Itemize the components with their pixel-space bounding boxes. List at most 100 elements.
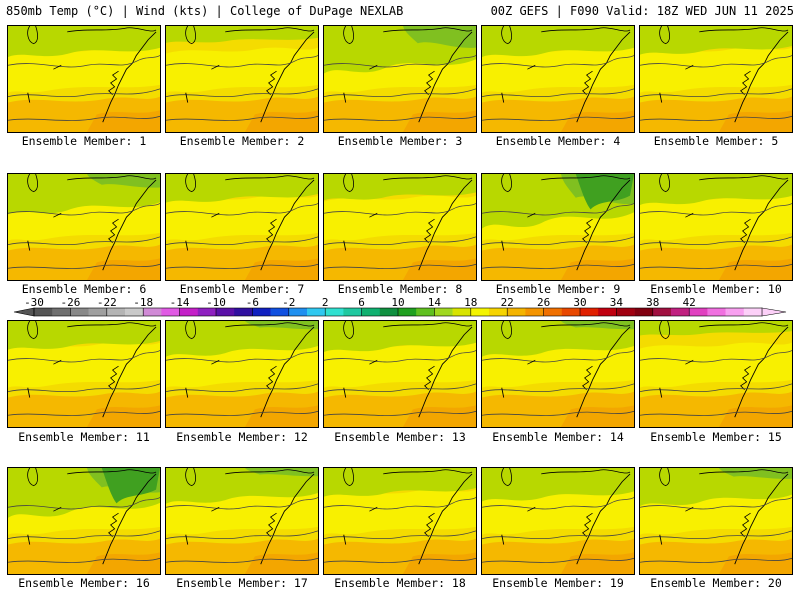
ensemble-member-label: Ensemble Member: 14: [492, 430, 624, 444]
colorbar-segment: [543, 308, 563, 316]
ensemble-member-map: [165, 320, 319, 428]
ensemble-member-map: [323, 173, 477, 281]
colorbar-segment: [598, 308, 617, 316]
colorbar-tick-label: -2: [282, 296, 295, 309]
colorbar-segment: [561, 308, 581, 316]
ensemble-member-label: Ensemble Member: 6: [21, 282, 147, 296]
colorbar-tick-label: 10: [391, 296, 404, 309]
colorbar-segment: [689, 308, 708, 316]
ensemble-member-map: [7, 467, 161, 575]
colorbar-tick-label: -30: [24, 296, 44, 309]
ensemble-member-label: Ensemble Member: 3: [337, 134, 463, 148]
colorbar-tick-label: -22: [97, 296, 117, 309]
colorbar-segment: [70, 308, 89, 316]
ensemble-member-map: [7, 320, 161, 428]
colorbar-segment: [106, 308, 126, 316]
colorbar-segment: [161, 308, 180, 316]
ensemble-member-label: Ensemble Member: 4: [495, 134, 621, 148]
colorbar-segment: [634, 308, 654, 316]
ensemble-member-label: Ensemble Member: 16: [18, 576, 150, 590]
ensemble-member-label: Ensemble Member: 10: [650, 282, 782, 296]
ensemble-member-map: [323, 467, 477, 575]
ensemble-member-label: Ensemble Member: 2: [179, 134, 305, 148]
colorbar-segment: [288, 308, 308, 316]
colorbar-segment: [270, 308, 290, 316]
colorbar-segment: [325, 308, 344, 316]
ensemble-member-map: [639, 173, 793, 281]
colorbar-tick-label: 38: [646, 296, 659, 309]
colorbar-segment: [252, 308, 271, 316]
colorbar-segment: [398, 308, 417, 316]
colorbar-tick-label: 30: [573, 296, 586, 309]
colorbar-segment: [507, 308, 526, 316]
ensemble-member-label: Ensemble Member: 19: [492, 576, 624, 590]
colorbar-segment: [34, 308, 53, 316]
colorbar-tick-label: 6: [358, 296, 365, 309]
colorbar-tick-label: -26: [60, 296, 80, 309]
colorbar-segment: [52, 308, 71, 316]
ensemble-member-map: [481, 467, 635, 575]
colorbar-tick-label: 42: [683, 296, 696, 309]
colorbar-segment: [489, 308, 508, 316]
ensemble-member-map: [639, 25, 793, 133]
map-title: 850mb Temp (°C) | Wind (kts) | College o…: [6, 4, 404, 18]
colorbar-graphic: -30 -26 -22 -18 -14 -10 -6 -2 2 6 10 14 18 22 26 30 34 38…: [13, 296, 787, 317]
colorbar-segment: [725, 308, 745, 316]
ensemble-member-map: [481, 320, 635, 428]
run-valid-time: 00Z GEFS | F090 Valid: 18Z WED JUN 11 20…: [490, 4, 794, 18]
ensemble-member-map: [165, 25, 319, 133]
colorbar-segment: [143, 308, 162, 316]
ensemble-member-map: [639, 320, 793, 428]
colorbar-segment: [197, 308, 217, 316]
ensemble-member-map: [481, 25, 635, 133]
colorbar-tick-label: 2: [322, 296, 329, 309]
ensemble-member-label: Ensemble Member: 11: [18, 430, 150, 444]
ensemble-member-map: [323, 25, 477, 133]
colorbar-segment: [707, 308, 726, 316]
colorbar-tick-label: -18: [133, 296, 153, 309]
colorbar-segment: [652, 308, 672, 316]
ensemble-member-map: [481, 173, 635, 281]
colorbar-segment: [671, 308, 690, 316]
colorbar-segment: [216, 308, 235, 316]
colorbar-segment: [452, 308, 472, 316]
ensemble-member-map: [323, 320, 477, 428]
ensemble-member-map: [7, 25, 161, 133]
ensemble-member-label: Ensemble Member: 8: [337, 282, 463, 296]
colorbar-segment: [88, 308, 108, 316]
colorbar-tick-label: 34: [610, 296, 624, 309]
ensemble-member-label: Ensemble Member: 15: [650, 430, 782, 444]
colorbar-segment: [616, 308, 635, 316]
colorbar-segment: [416, 308, 435, 316]
colorbar-segment: [361, 308, 381, 316]
ensemble-member-label: Ensemble Member: 7: [179, 282, 305, 296]
colorbar-segment: [234, 308, 253, 316]
colorbar-segment: [379, 308, 399, 316]
colorbar-segment: [580, 308, 599, 316]
ensemble-member-label: Ensemble Member: 5: [653, 134, 779, 148]
colorbar-segment: [470, 308, 490, 316]
colorbar-tick-label: -10: [206, 296, 226, 309]
colorbar-tick-label: -14: [170, 296, 190, 309]
colorbar-tick-label: 22: [501, 296, 514, 309]
ensemble-member-label: Ensemble Member: 12: [176, 430, 308, 444]
ensemble-member-map: [165, 467, 319, 575]
colorbar-segment: [343, 308, 362, 316]
colorbar-segment: [307, 308, 326, 316]
colorbar-tick-label: 14: [428, 296, 442, 309]
ensemble-member-label: Ensemble Member: 1: [21, 134, 147, 148]
colorbar-tick-label: 18: [464, 296, 477, 309]
ensemble-member-label: Ensemble Member: 13: [334, 430, 466, 444]
ensemble-member-label: Ensemble Member: 17: [176, 576, 308, 590]
temperature-colorbar: -30 -26 -22 -18 -14 -10 -6 -2 2 6 10 14 18 22 26 30 34 38…: [0, 296, 800, 322]
colorbar-tick-label: 26: [537, 296, 550, 309]
ensemble-member-label: Ensemble Member: 18: [334, 576, 466, 590]
colorbar-segment: [525, 308, 544, 316]
colorbar-tick-label: -6: [246, 296, 259, 309]
colorbar-segment: [125, 308, 144, 316]
colorbar-segment: [434, 308, 453, 316]
ensemble-member-label: Ensemble Member: 20: [650, 576, 782, 590]
ensemble-member-map: [165, 173, 319, 281]
colorbar-segment: [179, 308, 199, 316]
colorbar-segment: [743, 308, 763, 316]
